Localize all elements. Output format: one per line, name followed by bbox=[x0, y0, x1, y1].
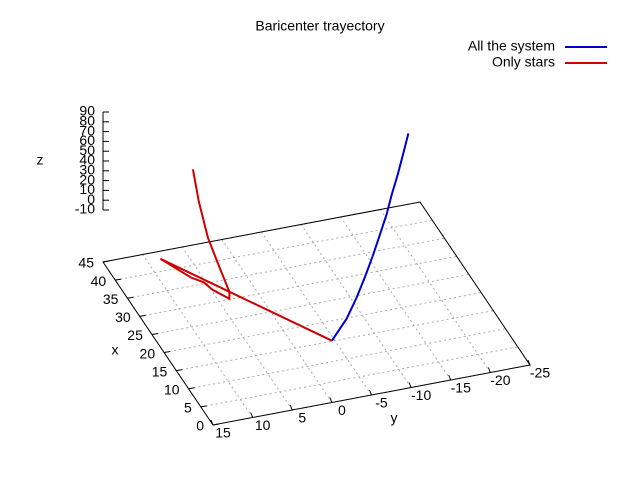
y-tick-label: 15 bbox=[215, 425, 231, 441]
z-tick-label: 40 bbox=[79, 152, 95, 168]
grid-line bbox=[221, 239, 333, 403]
grid-line bbox=[151, 273, 469, 335]
z-tick-label: -10 bbox=[75, 201, 95, 217]
series-line bbox=[159, 169, 333, 342]
legend-label: Only stars bbox=[492, 54, 555, 70]
z-tick-label: 90 bbox=[79, 103, 95, 119]
x-tick bbox=[127, 296, 134, 299]
x-tick-label: 15 bbox=[152, 363, 168, 379]
y-tick-label: -5 bbox=[375, 395, 388, 411]
x-tick-label: 35 bbox=[103, 291, 119, 307]
z-tick-label: 20 bbox=[79, 171, 95, 187]
y-tick bbox=[448, 374, 452, 381]
x-tick-label: 10 bbox=[164, 381, 180, 397]
x-tick bbox=[151, 332, 158, 335]
y-tick-label: -15 bbox=[451, 380, 471, 396]
y-tick-label: -20 bbox=[490, 372, 510, 388]
y-tick-label: -10 bbox=[411, 387, 431, 403]
z-tick-label: 70 bbox=[79, 122, 95, 138]
y-tick-label: -25 bbox=[530, 365, 550, 381]
y-tick-label: 10 bbox=[255, 417, 271, 433]
y-tick bbox=[369, 389, 372, 396]
z-tick-label: 0 bbox=[87, 191, 95, 207]
grid-line bbox=[142, 254, 254, 418]
x-tick bbox=[164, 351, 171, 354]
z-tick-label: 30 bbox=[79, 162, 95, 178]
y-tick bbox=[408, 382, 412, 388]
legend-label: All the system bbox=[468, 38, 555, 54]
y-tick bbox=[289, 404, 293, 411]
x-tick-label: 25 bbox=[127, 327, 143, 343]
x-tick-label: 5 bbox=[184, 400, 192, 416]
chart-title: Baricenter trayectory bbox=[255, 18, 384, 34]
y-tick bbox=[250, 412, 254, 418]
x-tick bbox=[200, 405, 207, 408]
x-tick-label: 45 bbox=[78, 255, 94, 271]
x-tick bbox=[115, 278, 122, 281]
z-tick-label: 50 bbox=[79, 142, 95, 158]
grid-line bbox=[261, 231, 372, 396]
y-tick bbox=[487, 367, 491, 373]
x-tick-label: 40 bbox=[91, 273, 107, 289]
z-axis-label: z bbox=[37, 152, 44, 168]
series-line bbox=[331, 133, 410, 342]
y-tick-label: 5 bbox=[298, 410, 306, 426]
z-tick-label: 60 bbox=[79, 132, 95, 148]
x-tick-label: 30 bbox=[115, 309, 131, 325]
y-axis-label: y bbox=[391, 410, 398, 426]
y-tick-label: 0 bbox=[338, 402, 346, 418]
x-tick-label: 0 bbox=[196, 418, 204, 434]
z-tick-label: 80 bbox=[79, 113, 95, 129]
grid-line bbox=[300, 224, 412, 388]
x-tick bbox=[176, 369, 183, 372]
grid-line bbox=[115, 219, 433, 281]
x-tick bbox=[139, 314, 146, 317]
base-border bbox=[102, 201, 531, 426]
z-tick-label: 10 bbox=[79, 181, 95, 197]
grid-line bbox=[379, 209, 491, 373]
grid-line bbox=[181, 246, 293, 411]
x-axis-label: x bbox=[112, 342, 119, 358]
x-tick bbox=[188, 387, 195, 390]
grid-line bbox=[188, 328, 506, 390]
grid-line bbox=[127, 237, 445, 299]
grid-line bbox=[164, 292, 482, 354]
y-tick bbox=[329, 397, 333, 403]
x-tick-label: 20 bbox=[140, 345, 156, 361]
